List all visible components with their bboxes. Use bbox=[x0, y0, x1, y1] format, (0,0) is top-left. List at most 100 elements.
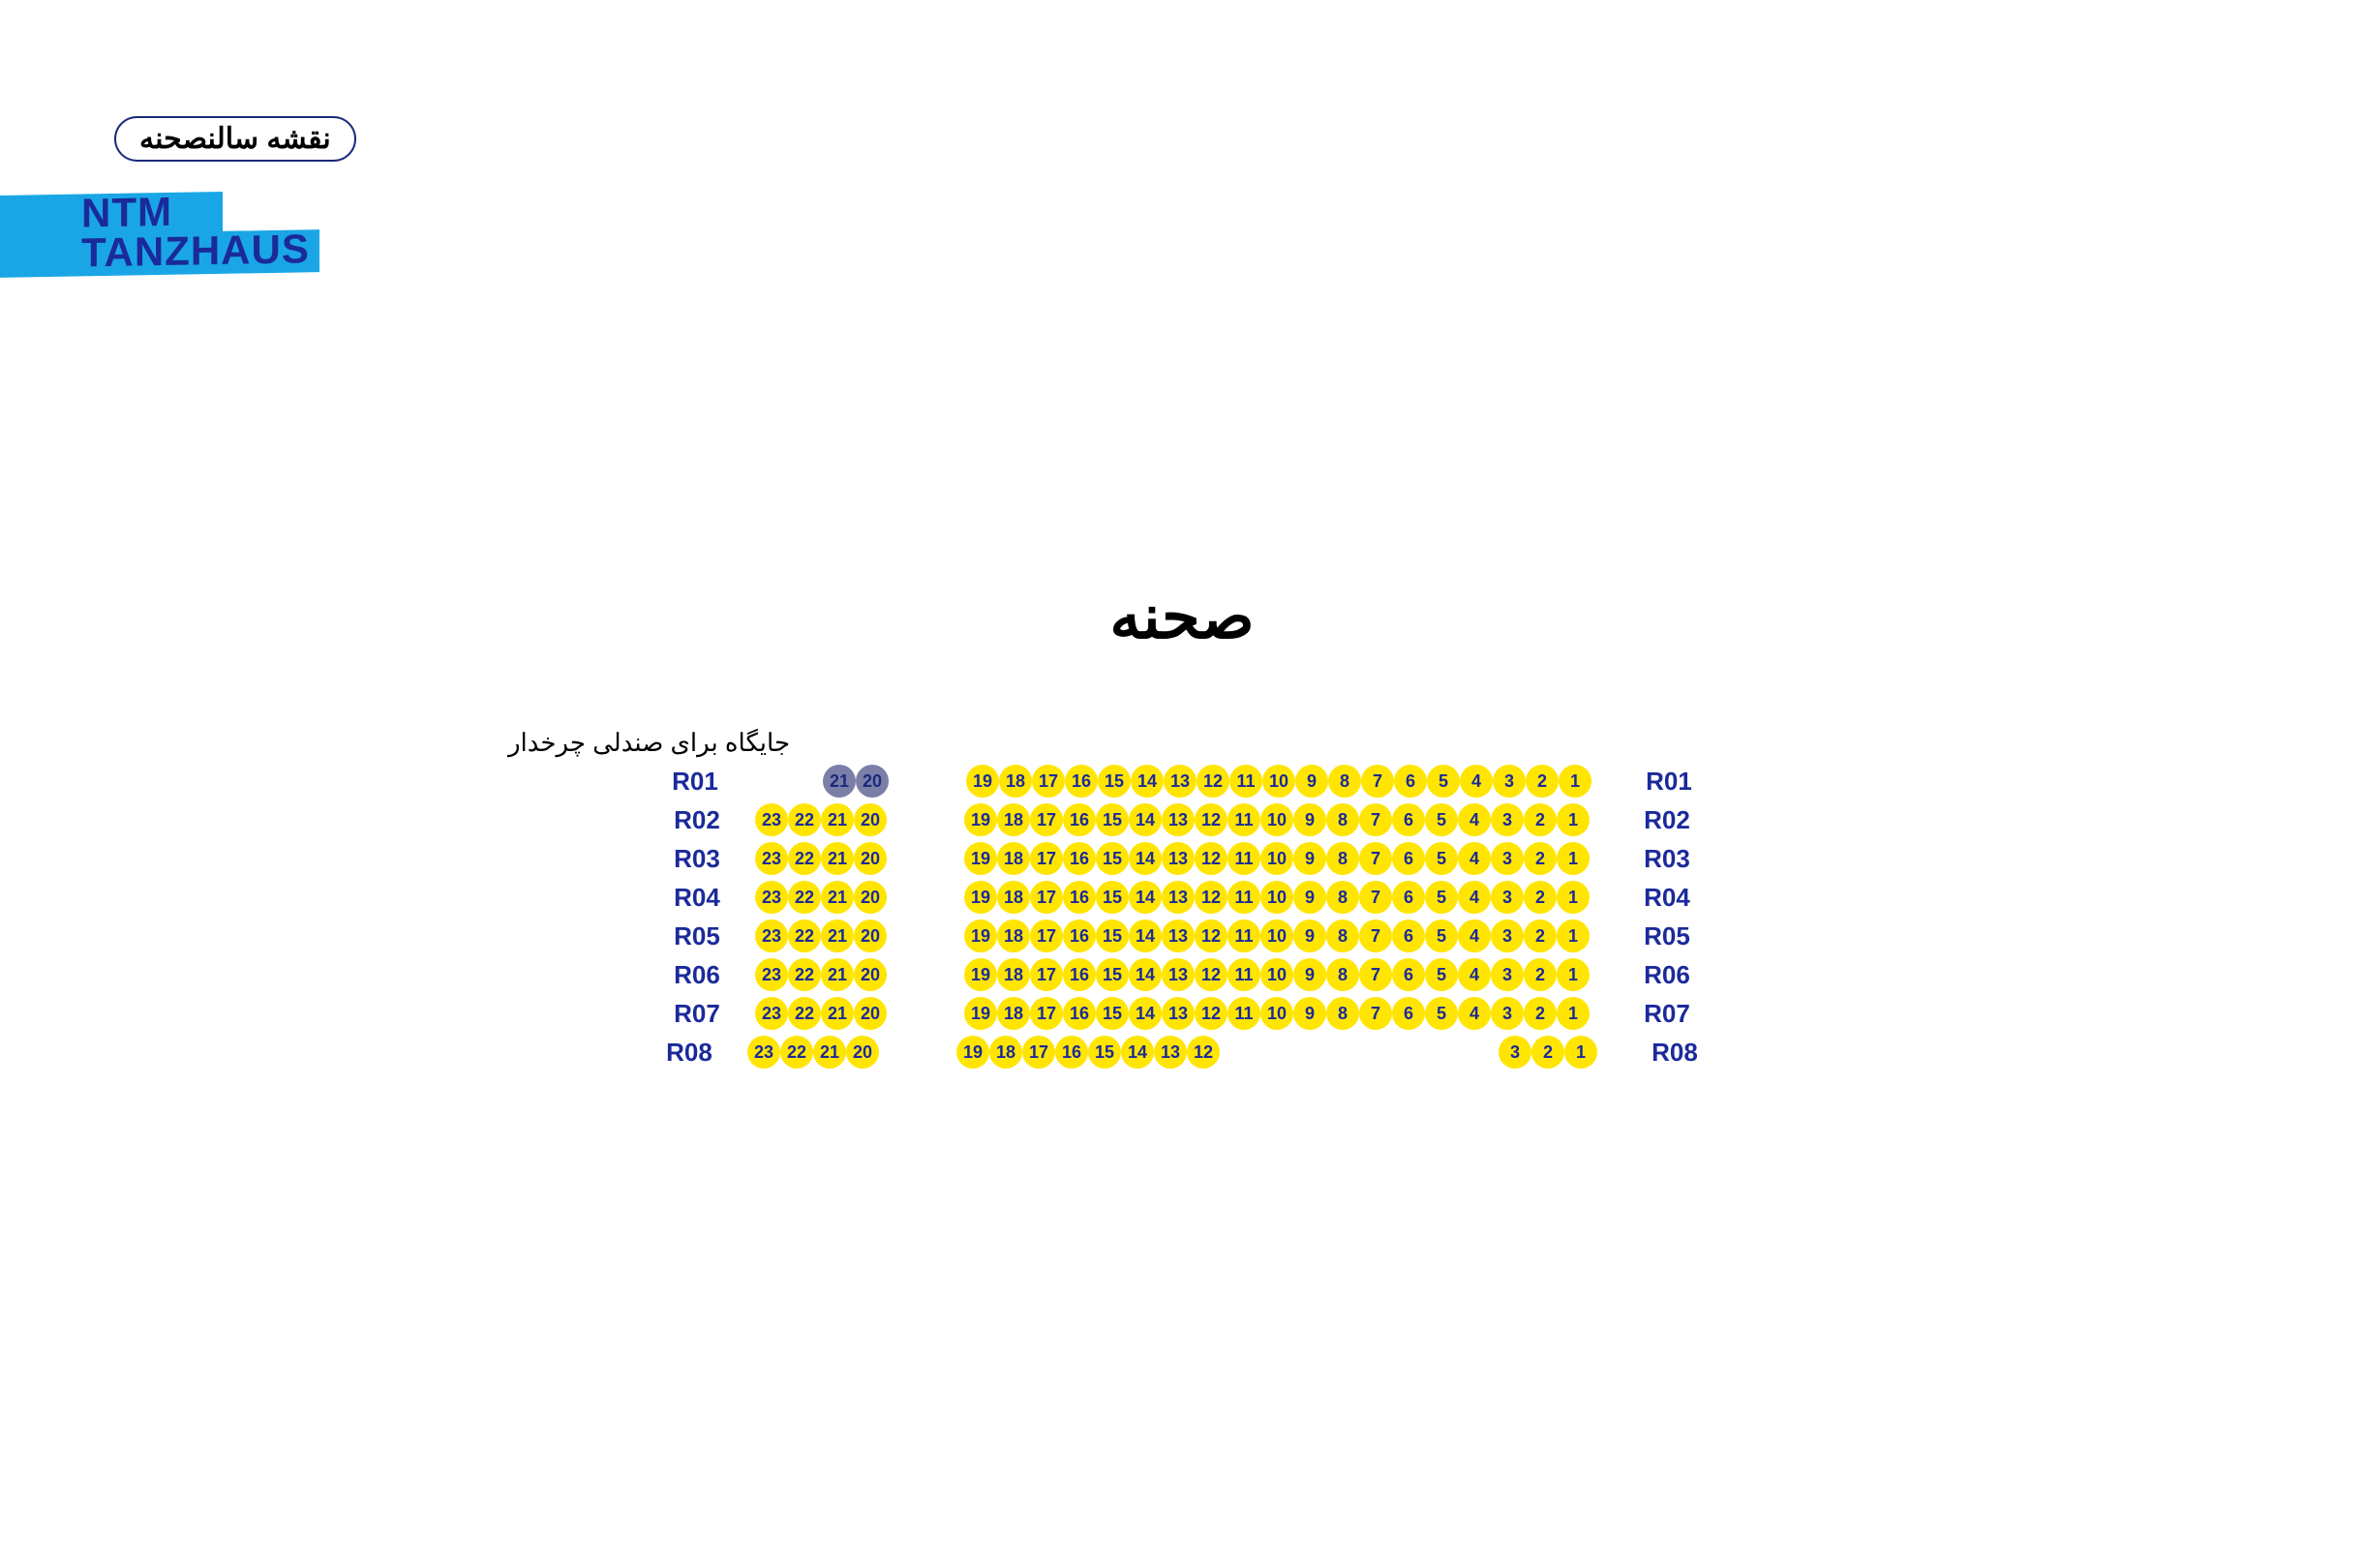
seat[interactable]: 20 bbox=[854, 881, 887, 914]
seat[interactable]: 12 bbox=[1195, 842, 1227, 875]
seat[interactable]: 7 bbox=[1359, 803, 1392, 836]
seat[interactable]: 15 bbox=[1096, 958, 1129, 991]
seat[interactable]: 13 bbox=[1162, 842, 1195, 875]
seat[interactable]: 3 bbox=[1491, 881, 1524, 914]
seat[interactable]: 21 bbox=[821, 842, 854, 875]
seat[interactable]: 22 bbox=[788, 997, 821, 1030]
seat[interactable]: 2 bbox=[1524, 920, 1557, 952]
seat[interactable]: 10 bbox=[1262, 765, 1295, 798]
seat[interactable]: 1 bbox=[1564, 1036, 1597, 1069]
seat[interactable]: 17 bbox=[1030, 958, 1063, 991]
seat[interactable]: 23 bbox=[747, 1036, 780, 1069]
seat[interactable]: 9 bbox=[1293, 842, 1326, 875]
seat[interactable]: 19 bbox=[964, 920, 997, 952]
seat[interactable]: 17 bbox=[1030, 842, 1063, 875]
seat[interactable]: 19 bbox=[964, 842, 997, 875]
seat[interactable]: 6 bbox=[1392, 803, 1425, 836]
seat[interactable]: 9 bbox=[1293, 997, 1326, 1030]
seat[interactable]: 8 bbox=[1326, 997, 1359, 1030]
seat[interactable]: 18 bbox=[997, 803, 1030, 836]
seat[interactable]: 16 bbox=[1063, 920, 1096, 952]
seat[interactable]: 6 bbox=[1392, 842, 1425, 875]
seat[interactable]: 11 bbox=[1227, 881, 1260, 914]
seat[interactable]: 14 bbox=[1129, 920, 1162, 952]
seat[interactable]: 18 bbox=[997, 958, 1030, 991]
seat[interactable]: 10 bbox=[1260, 920, 1293, 952]
seat[interactable]: 17 bbox=[1032, 765, 1065, 798]
seat[interactable]: 20 bbox=[854, 997, 887, 1030]
seat[interactable]: 4 bbox=[1458, 842, 1491, 875]
seat[interactable]: 22 bbox=[788, 881, 821, 914]
seat[interactable]: 6 bbox=[1394, 765, 1427, 798]
seat[interactable]: 14 bbox=[1129, 803, 1162, 836]
seat[interactable]: 21 bbox=[821, 997, 854, 1030]
seat[interactable]: 11 bbox=[1227, 842, 1260, 875]
seat[interactable]: 7 bbox=[1359, 958, 1392, 991]
seat[interactable]: 6 bbox=[1392, 881, 1425, 914]
seat[interactable]: 14 bbox=[1121, 1036, 1154, 1069]
seat[interactable]: 15 bbox=[1088, 1036, 1121, 1069]
seat[interactable]: 19 bbox=[964, 803, 997, 836]
seat[interactable]: 16 bbox=[1063, 842, 1096, 875]
seat[interactable]: 23 bbox=[755, 803, 788, 836]
seat[interactable]: 2 bbox=[1526, 765, 1559, 798]
seat[interactable]: 2 bbox=[1524, 842, 1557, 875]
seat[interactable]: 19 bbox=[964, 958, 997, 991]
seat[interactable]: 10 bbox=[1260, 881, 1293, 914]
seat[interactable]: 1 bbox=[1557, 997, 1590, 1030]
seat[interactable]: 18 bbox=[997, 842, 1030, 875]
seat[interactable]: 1 bbox=[1557, 920, 1590, 952]
seat[interactable]: 20 bbox=[854, 958, 887, 991]
seat[interactable]: 2 bbox=[1524, 958, 1557, 991]
seat[interactable]: 5 bbox=[1425, 881, 1458, 914]
seat[interactable]: 23 bbox=[755, 842, 788, 875]
seat[interactable]: 9 bbox=[1293, 920, 1326, 952]
seat[interactable]: 4 bbox=[1458, 997, 1491, 1030]
seat[interactable]: 15 bbox=[1096, 803, 1129, 836]
seat[interactable]: 17 bbox=[1030, 881, 1063, 914]
seat[interactable]: 15 bbox=[1096, 881, 1129, 914]
seat[interactable]: 14 bbox=[1129, 842, 1162, 875]
seat[interactable]: 20 bbox=[854, 920, 887, 952]
seat[interactable]: 3 bbox=[1493, 765, 1526, 798]
seat[interactable]: 21 bbox=[821, 958, 854, 991]
seat[interactable]: 12 bbox=[1195, 803, 1227, 836]
seat[interactable]: 4 bbox=[1458, 920, 1491, 952]
seat[interactable]: 16 bbox=[1063, 997, 1096, 1030]
seat[interactable]: 19 bbox=[964, 881, 997, 914]
seat[interactable]: 23 bbox=[755, 881, 788, 914]
seat[interactable]: 15 bbox=[1096, 997, 1129, 1030]
seat[interactable]: 4 bbox=[1458, 958, 1491, 991]
seat[interactable]: 8 bbox=[1326, 958, 1359, 991]
seat[interactable]: 2 bbox=[1531, 1036, 1564, 1069]
seat[interactable]: 16 bbox=[1055, 1036, 1088, 1069]
seat[interactable]: 23 bbox=[755, 997, 788, 1030]
seat[interactable]: 21 bbox=[821, 803, 854, 836]
seat[interactable]: 13 bbox=[1162, 920, 1195, 952]
seat[interactable]: 14 bbox=[1131, 765, 1164, 798]
seat[interactable]: 14 bbox=[1129, 958, 1162, 991]
seat[interactable]: 9 bbox=[1293, 958, 1326, 991]
seat[interactable]: 16 bbox=[1063, 881, 1096, 914]
seat[interactable]: 7 bbox=[1359, 881, 1392, 914]
seat[interactable]: 11 bbox=[1227, 803, 1260, 836]
seat[interactable]: 15 bbox=[1098, 765, 1131, 798]
seat[interactable]: 5 bbox=[1425, 920, 1458, 952]
seat[interactable]: 6 bbox=[1392, 920, 1425, 952]
seat[interactable]: 12 bbox=[1195, 997, 1227, 1030]
wheelchair-seat[interactable]: 20 bbox=[856, 765, 889, 798]
seat[interactable]: 5 bbox=[1425, 997, 1458, 1030]
seat[interactable]: 13 bbox=[1154, 1036, 1187, 1069]
seat[interactable]: 9 bbox=[1293, 881, 1326, 914]
seat[interactable]: 10 bbox=[1260, 997, 1293, 1030]
seat[interactable]: 10 bbox=[1260, 803, 1293, 836]
seat[interactable]: 7 bbox=[1359, 842, 1392, 875]
seat[interactable]: 20 bbox=[846, 1036, 879, 1069]
seat[interactable]: 8 bbox=[1326, 920, 1359, 952]
seat[interactable]: 3 bbox=[1491, 997, 1524, 1030]
seat[interactable]: 20 bbox=[854, 842, 887, 875]
seat[interactable]: 22 bbox=[788, 803, 821, 836]
seat[interactable]: 17 bbox=[1030, 803, 1063, 836]
seat[interactable]: 2 bbox=[1524, 997, 1557, 1030]
seat[interactable]: 3 bbox=[1491, 920, 1524, 952]
